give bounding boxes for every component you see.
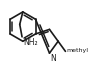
Text: N: N: [50, 54, 56, 63]
Text: NH₂: NH₂: [24, 38, 38, 47]
Text: methyl: methyl: [66, 48, 88, 53]
